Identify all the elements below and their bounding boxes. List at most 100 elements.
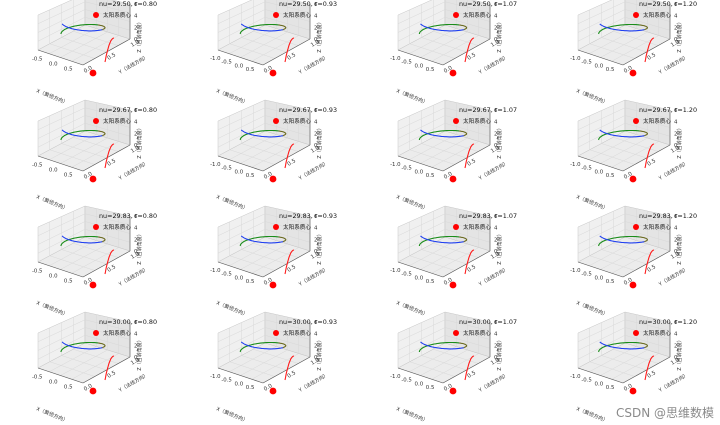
z-tick-label: 6 [134, 214, 138, 220]
gridline [624, 9, 671, 22]
x-tick-label: -0.5 [401, 166, 412, 172]
x-tick-label: 0.5 [246, 279, 255, 285]
legend-label: 太阳系质心 [463, 329, 491, 337]
gridline [84, 107, 131, 119]
legend-marker [453, 224, 459, 230]
barycenter-point [629, 69, 637, 77]
gridline [84, 319, 131, 331]
z-tick-label: 0 [314, 143, 318, 149]
x-tick-label: 0.0 [49, 168, 58, 174]
x-tick-label: -0.5 [32, 163, 43, 169]
gridline [444, 327, 491, 340]
subplot: 太阳系质心 nu=29.83, r=0.80 0 2 4 6 Z（自转角度） 0.0 0.5 1.… [32, 205, 157, 318]
z-tick-label: 4 [314, 120, 318, 126]
trajectory-late [420, 23, 464, 32]
y-tick-label: 0.0 [443, 171, 454, 181]
gridline [397, 107, 446, 130]
z-tick-label: 2 [134, 131, 137, 137]
z-tick-label: 6 [674, 2, 678, 8]
z-tick-label: 0 [674, 249, 678, 255]
y-tick-label: 0.0 [263, 65, 274, 75]
x-tick-label: 0.0 [415, 169, 424, 175]
trajectory-late [599, 23, 645, 32]
y-tick-label: 0.5 [287, 264, 297, 273]
trajectory-late [420, 235, 464, 244]
gridline [624, 115, 671, 128]
trajectory-tail [464, 37, 475, 63]
gridline [613, 243, 659, 258]
x-axis-label: X（黄经方向） [575, 193, 609, 212]
gridline [624, 213, 671, 225]
legend-marker [453, 12, 459, 18]
barycenter-point [89, 387, 97, 395]
y-axis-label: Y（法线方向） [297, 371, 330, 394]
gridline [253, 243, 299, 258]
legend-label: 太阳系质心 [103, 117, 131, 125]
trajectory-early [598, 23, 640, 35]
y-tick-label: 0.5 [467, 52, 477, 61]
x-axis-label: X（黄经方向） [35, 299, 69, 318]
gridline [624, 327, 671, 340]
z-tick-label: 0 [494, 355, 498, 361]
z-tick-label: 2 [494, 131, 497, 137]
z-axis-label: Z（自转角度） [316, 19, 323, 52]
gridline [84, 213, 131, 225]
subplot-title: nu=30.00, r=0.80 [99, 318, 157, 326]
x-tick-label: 0.5 [246, 385, 255, 391]
z-tick-label: 0 [674, 37, 678, 43]
z-axis-label: Z（自转角度） [316, 337, 323, 370]
y-axis-label: Y（法线方向） [117, 265, 150, 288]
legend-marker [633, 330, 639, 336]
x-axis-label: X（黄经方向） [575, 299, 609, 318]
legend-label: 太阳系质心 [283, 223, 311, 231]
y-axis-line [262, 250, 311, 278]
trajectory-tail [104, 249, 115, 275]
legend-marker [273, 224, 279, 230]
x-axis-label: X（黄经方向） [35, 193, 69, 212]
legend-marker [453, 118, 459, 124]
gridline [60, 349, 108, 376]
y-axis-line [82, 356, 131, 384]
subplot-title: nu=29.50, r=0.80 [99, 0, 157, 8]
z-axis-label: Z（自转角度） [136, 19, 143, 52]
x-tick-label: -0.5 [221, 60, 232, 66]
z-axis-label: Z（自转角度） [496, 231, 503, 264]
gridline [577, 115, 626, 139]
y-axis-label: Y（法线方向） [657, 53, 690, 76]
x-axis-line [217, 155, 264, 172]
legend-label: 太阳系质心 [463, 117, 491, 125]
trajectory-tail [464, 249, 475, 275]
x-axis-label: X（黄经方向） [215, 87, 249, 106]
z-tick-label: 6 [134, 108, 138, 114]
y-tick-label: 0.5 [287, 158, 297, 167]
barycenter-point [89, 281, 97, 289]
gridline [37, 1, 86, 24]
trajectory-tail [644, 249, 655, 275]
gridline [240, 243, 288, 270]
watermark: CSDN @思维数模 [615, 406, 714, 420]
y-tick-label: 0.5 [287, 52, 297, 61]
gridline [613, 137, 659, 152]
z-tick-label: 4 [134, 332, 138, 338]
x-tick-label: 0.5 [426, 67, 435, 73]
trajectory-mid [459, 236, 468, 243]
gridline [420, 243, 468, 270]
gridline [217, 319, 266, 342]
x-axis-line [217, 367, 264, 384]
subplot-title: nu=30.00, r=1.07 [459, 318, 517, 326]
trajectory-mid [278, 24, 287, 31]
barycenter-point [89, 69, 97, 77]
y-axis-line [262, 356, 311, 384]
gridline [217, 9, 266, 33]
x-tick-label: -1.0 [570, 162, 581, 168]
y-axis-label: Y（法线方向） [117, 371, 150, 394]
trajectory-mid [278, 236, 287, 243]
z-axis-label: Z（自转角度） [136, 231, 143, 264]
y-tick-label: 0.5 [647, 158, 657, 167]
y-tick-label: 1.0 [490, 251, 501, 261]
z-tick-label: 6 [674, 320, 678, 326]
y-axis-label: Y（法线方向） [657, 159, 690, 182]
x-tick-label: 0.0 [595, 381, 604, 387]
